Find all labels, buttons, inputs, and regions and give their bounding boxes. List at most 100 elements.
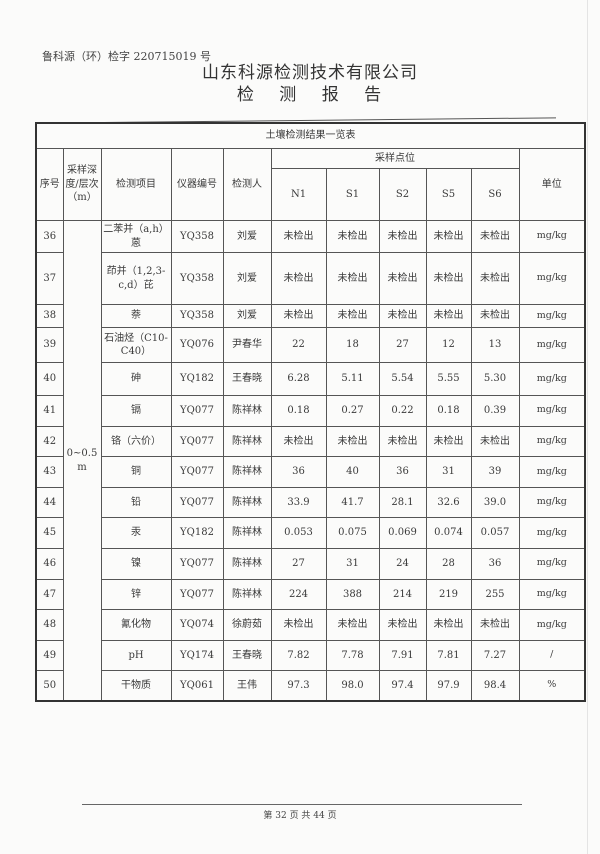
instrument-cell: YQ077 <box>170 395 224 427</box>
header-point: S2 <box>378 168 427 221</box>
header-tester: 检测人 <box>222 148 272 221</box>
unit-cell: mg/kg <box>518 609 586 641</box>
value-cell: 0.27 <box>325 395 380 427</box>
table-title: 土壤检测结果一览表 <box>35 122 586 149</box>
header-point: S5 <box>425 168 472 221</box>
header-seq: 序号 <box>35 148 64 221</box>
value-cell: 7.82 <box>270 639 327 672</box>
value-cell: 未检出 <box>378 252 427 305</box>
tester-cell: 陈祥林 <box>222 456 272 488</box>
value-cell: 未检出 <box>270 425 327 458</box>
value-cell: 未检出 <box>325 425 380 458</box>
tester-cell: 王春晓 <box>222 362 272 396</box>
item-cell: 汞 <box>100 517 172 549</box>
value-cell: 未检出 <box>270 609 327 641</box>
tester-cell: 陈祥林 <box>222 486 272 519</box>
value-cell: 97.3 <box>270 670 327 702</box>
table-row: 43 铜 YQ077 陈祥林 36 40 36 31 39 mg/kg <box>35 456 586 488</box>
value-cell: 未检出 <box>470 425 520 458</box>
value-cell: 33.9 <box>270 486 327 519</box>
instrument-cell: YQ061 <box>170 670 224 702</box>
instrument-cell: YQ182 <box>170 362 224 396</box>
value-cell: 0.075 <box>325 517 380 549</box>
value-cell: 未检出 <box>378 425 427 458</box>
value-cell: 未检出 <box>425 252 472 305</box>
item-cell: 锌 <box>100 578 172 611</box>
value-cell: 27 <box>270 547 327 580</box>
value-cell: 31 <box>325 547 380 580</box>
value-cell: 5.54 <box>378 362 427 396</box>
tester-cell: 徐蔚茹 <box>222 609 272 641</box>
table-row: 38 萘 YQ358 刘爱 未检出 未检出 未检出 未检出 未检出 mg/kg <box>35 304 586 328</box>
unit-cell: mg/kg <box>518 486 586 519</box>
scan-edge <box>587 0 588 854</box>
table-row: 36 0~0.5 m 二苯并（a,h）蒽 YQ358 刘爱 未检出 未检出 未检出 未检出 未检出… <box>35 220 586 702</box>
value-cell: 12 <box>425 327 472 363</box>
table-row: 40 砷 YQ182 王春晓 6.28 5.11 5.54 5.55 5.30 mg/kg <box>35 362 586 396</box>
value-cell: 28 <box>425 547 472 580</box>
unit-cell: mg/kg <box>518 547 586 580</box>
unit-cell: mg/kg <box>518 517 586 549</box>
value-cell: 未检出 <box>470 609 520 641</box>
value-cell: 未检出 <box>378 609 427 641</box>
value-cell: 未检出 <box>325 220 380 253</box>
value-cell: 未检出 <box>425 220 472 253</box>
item-cell: pH <box>100 639 172 672</box>
table-row: 49 pH YQ174 王春晓 7.82 7.78 7.91 7.81 7.27/ <box>35 639 586 672</box>
instrument-cell: YQ182 <box>170 517 224 549</box>
header-item: 检测项目 <box>100 148 172 221</box>
tester-cell: 陈祥林 <box>222 517 272 549</box>
unit-cell: mg/kg <box>518 578 586 611</box>
value-cell: 388 <box>325 578 380 611</box>
instrument-cell: YQ077 <box>170 578 224 611</box>
instrument-cell: YQ358 <box>170 252 224 305</box>
item-cell: 茚并（1,2,3-c,d）芘 <box>100 252 172 305</box>
unit-cell: mg/kg <box>518 327 586 363</box>
value-cell: 98.4 <box>470 670 520 702</box>
table-row: 44 铅 YQ077 陈祥林 33.9 41.7 28.1 32.6 39.0 mg/kg <box>35 486 586 519</box>
value-cell: 13 <box>470 327 520 363</box>
value-cell: 255 <box>470 578 520 611</box>
value-cell: 5.55 <box>425 362 472 396</box>
unit-cell: / <box>518 639 586 672</box>
seq-cell: 37 <box>35 252 64 305</box>
value-cell: 未检出 <box>325 609 380 641</box>
unit-cell: mg/kg <box>518 252 586 305</box>
value-cell: 0.22 <box>378 395 427 427</box>
seq-cell: 44 <box>35 486 64 519</box>
value-cell: 40 <box>325 456 380 488</box>
value-cell: 0.069 <box>378 517 427 549</box>
instrument-cell: YQ077 <box>170 456 224 488</box>
unit-cell: mg/kg <box>518 220 586 253</box>
table-row: 46 镍 YQ077 陈祥林 27 31 24 28 36 mg/kg <box>35 547 586 580</box>
value-cell: 0.18 <box>270 395 327 427</box>
seq-cell: 39 <box>35 327 64 363</box>
table-row: 37 茚并（1,2,3-c,d）芘 YQ358 刘爱 未检出 未检出 未检出 未检出 未检出 mg… <box>35 252 586 305</box>
header-point: S6 <box>470 168 520 221</box>
item-cell: 萘 <box>100 304 172 328</box>
item-cell: 镍 <box>100 547 172 580</box>
tester-cell: 刘爱 <box>222 252 272 305</box>
value-cell: 未检出 <box>270 220 327 253</box>
tester-cell: 陈祥林 <box>222 547 272 580</box>
value-cell: 未检出 <box>470 304 520 328</box>
item-cell: 砷 <box>100 362 172 396</box>
value-cell: 18 <box>325 327 380 363</box>
seq-cell: 46 <box>35 547 64 580</box>
value-cell: 32.6 <box>425 486 472 519</box>
table-row: 47 锌 YQ077 陈祥林 224 388 214 219 255 mg/kg <box>35 578 586 611</box>
seq-cell: 49 <box>35 639 64 672</box>
report-title: 检 测 报 告 <box>236 85 392 105</box>
instrument-cell: YQ358 <box>170 220 224 253</box>
value-cell: 未检出 <box>325 252 380 305</box>
value-cell: 未检出 <box>425 304 472 328</box>
value-cell: 97.9 <box>425 670 472 702</box>
unit-cell: mg/kg <box>518 304 586 328</box>
company-name: 山东科源检测技术有限公司 <box>202 63 418 83</box>
value-cell: 41.7 <box>325 486 380 519</box>
item-cell: 铅 <box>100 486 172 519</box>
header-point: N1 <box>270 168 327 221</box>
value-cell: 6.28 <box>270 362 327 396</box>
item-cell: 干物质 <box>100 670 172 702</box>
instrument-cell: YQ077 <box>170 425 224 458</box>
